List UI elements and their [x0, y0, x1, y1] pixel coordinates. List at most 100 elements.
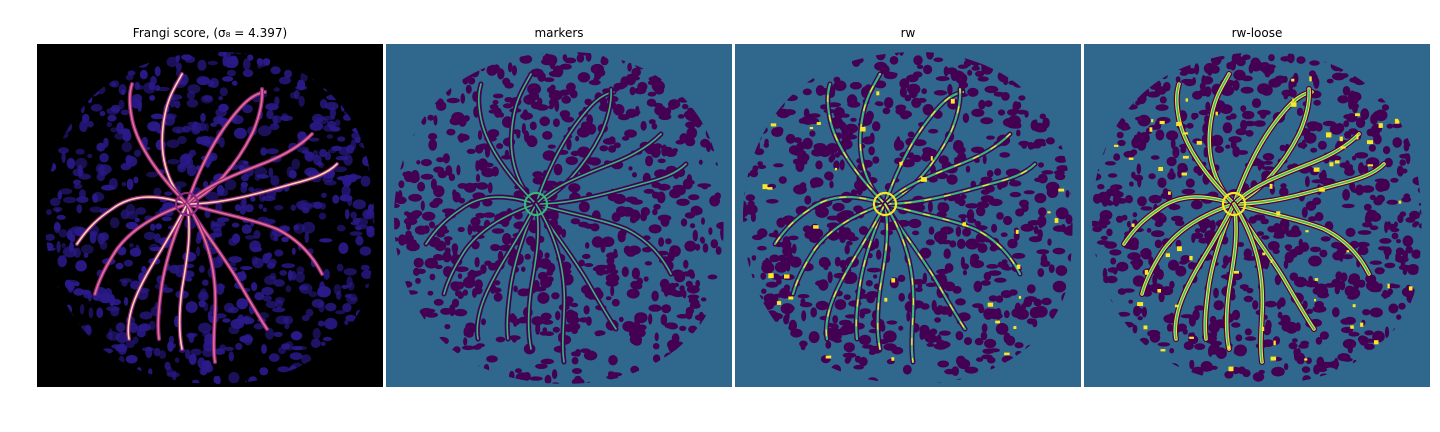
texture-blob: [240, 266, 253, 270]
texture-blob: [1018, 199, 1029, 208]
texture-blob: [290, 331, 303, 341]
texture-blob: [475, 212, 486, 219]
texture-blob: [73, 179, 81, 185]
texture-blob: [422, 211, 436, 221]
texture-blob: [1038, 207, 1047, 217]
texture-blob: [570, 218, 581, 225]
texture-blob: [1194, 343, 1206, 350]
texture-blob: [1186, 122, 1194, 129]
texture-blob: [701, 184, 709, 190]
texture-blob: [1245, 130, 1254, 137]
texture-blob: [964, 366, 979, 374]
texture-blob: [133, 149, 142, 157]
texture-blob: [1175, 76, 1181, 83]
bright-spot: [1143, 325, 1148, 330]
texture-blob: [894, 51, 900, 56]
texture-blob: [1411, 249, 1421, 259]
texture-blob: [1386, 199, 1399, 205]
texture-blob: [1132, 212, 1138, 218]
texture-blob: [175, 62, 182, 71]
texture-blob: [1222, 122, 1233, 134]
texture-blob: [139, 69, 148, 80]
texture-blob: [240, 199, 246, 209]
texture-blob: [45, 233, 55, 241]
texture-blob: [394, 203, 400, 208]
texture-blob: [549, 84, 556, 91]
texture-blob: [58, 188, 73, 195]
texture-blob: [289, 352, 303, 360]
texture-blob: [1137, 175, 1142, 188]
vessel-highlight: [877, 203, 888, 350]
texture-blob: [647, 80, 655, 86]
texture-blob: [1342, 338, 1357, 349]
texture-blob: [786, 261, 791, 272]
texture-blob: [394, 217, 401, 230]
texture-blob: [1116, 198, 1127, 204]
texture-blob: [1204, 86, 1212, 97]
texture-blob: [265, 300, 277, 309]
texture-blob: [209, 77, 220, 89]
texture-blob: [1027, 142, 1035, 150]
texture-blob: [960, 194, 967, 200]
texture-blob: [457, 290, 462, 300]
texture-blob: [808, 113, 821, 118]
texture-blob: [1399, 159, 1406, 166]
texture-blob: [1052, 225, 1067, 232]
texture-blob: [904, 367, 912, 375]
texture-blob: [285, 341, 294, 351]
texture-blob: [535, 363, 548, 369]
texture-blob: [166, 371, 180, 378]
bright-spot: [1273, 340, 1276, 346]
texture-blob: [272, 307, 286, 313]
texture-blob: [984, 85, 999, 94]
texture-blob: [610, 285, 615, 297]
vessel-marker: [535, 91, 615, 205]
texture-blob: [745, 194, 756, 202]
texture-blob: [445, 165, 453, 176]
texture-blob: [1242, 110, 1255, 120]
texture-blob: [252, 246, 263, 252]
texture-blob: [669, 188, 682, 199]
texture-blob: [933, 90, 947, 96]
texture-blob: [231, 222, 240, 228]
texture-blob: [895, 140, 905, 151]
vessel-core: [128, 83, 188, 205]
texture-blob: [1343, 120, 1350, 128]
bright-spot: [1276, 211, 1281, 216]
texture-blob: [809, 234, 820, 243]
texture-blob: [1256, 231, 1265, 236]
texture-blob: [671, 333, 680, 344]
texture-blob: [234, 204, 241, 212]
texture-blob: [970, 260, 985, 269]
texture-blob: [73, 288, 85, 296]
optic-disc-ring: [174, 191, 200, 217]
texture-blob: [1268, 78, 1282, 88]
texture-blob: [153, 187, 162, 197]
texture-blob: [1378, 283, 1383, 290]
texture-blob: [858, 226, 869, 235]
texture-blob: [293, 223, 305, 234]
texture-blob: [923, 64, 933, 75]
texture-blob: [989, 312, 1003, 320]
texture-blob: [1194, 305, 1205, 311]
texture-blob: [580, 348, 591, 354]
rw-svg: [735, 44, 1081, 387]
texture-blob: [1262, 153, 1275, 161]
bright-spot: [1165, 253, 1170, 258]
texture-blob: [1038, 220, 1044, 229]
fundus-disc: [394, 51, 724, 384]
texture-blob: [595, 68, 606, 77]
texture-blob: [850, 117, 857, 122]
texture-blob: [882, 107, 891, 115]
texture-blob: [1395, 251, 1402, 263]
texture-blob: [946, 67, 958, 75]
texture-blob: [925, 282, 937, 287]
texture-blob: [796, 141, 806, 151]
texture-blob: [56, 214, 66, 220]
texture-blob: [108, 328, 113, 340]
texture-blob: [136, 328, 146, 338]
texture-blob: [621, 266, 629, 278]
texture-blob: [1397, 214, 1404, 224]
vessel-core: [186, 163, 338, 205]
texture-blob: [1152, 274, 1158, 286]
